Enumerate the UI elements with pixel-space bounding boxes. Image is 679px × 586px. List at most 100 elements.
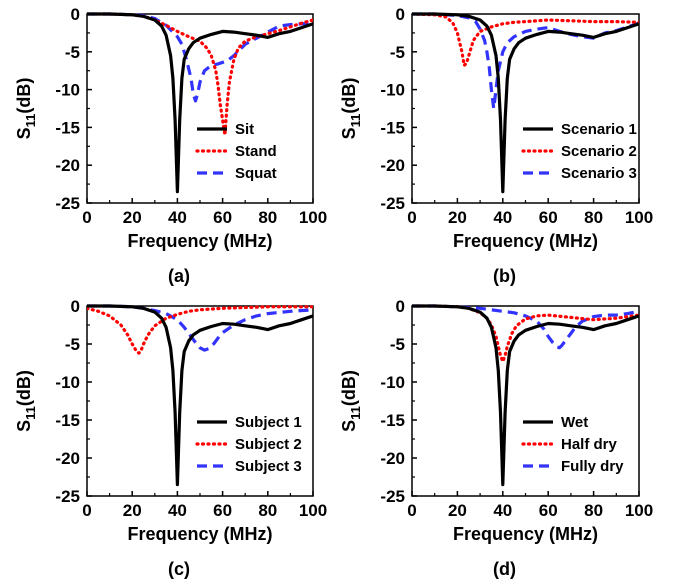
series-line-dashed — [412, 12, 639, 111]
y-tick-label: -5 — [65, 335, 80, 354]
y-axis-title: S11(dB) — [14, 78, 38, 140]
x-tick-label: 40 — [493, 501, 512, 520]
x-tick-label: 0 — [82, 501, 91, 520]
series-line-dotted — [412, 12, 639, 67]
x-tick-label: 0 — [407, 208, 416, 227]
x-tick-label: 20 — [123, 501, 142, 520]
y-axis-title-subscript: 11 — [23, 406, 38, 420]
x-axis-title: Frequency (MHz) — [127, 524, 272, 544]
y-tick-label: 0 — [71, 5, 80, 24]
y-axis-title: S11(dB) — [14, 370, 38, 432]
y-axis-title-subscript: 11 — [348, 406, 363, 420]
x-axis-title: Frequency (MHz) — [453, 524, 598, 544]
series-line-dashed — [412, 304, 639, 350]
chart-panel-3: 0 20 40 60 80 100 0 -5 -10 -15 -20 -25 Frequency (MH… — [14, 297, 327, 579]
x-tick-label: 80 — [258, 501, 277, 520]
x-tick-label: 20 — [448, 501, 467, 520]
y-tick-label: -10 — [380, 373, 405, 392]
chart-panel-4: 0 20 40 60 80 100 0 -5 -10 -15 -20 -25 Frequency (MH… — [339, 297, 653, 579]
x-tick-label: 40 — [168, 208, 187, 227]
chart-panel-2: 0 20 40 60 80 100 0 -5 -10 -15 -20 -25 Frequency (MH… — [339, 5, 653, 286]
x-tick-label: 100 — [625, 208, 653, 227]
y-tick-label: 0 — [396, 297, 405, 316]
legend-label: Wet — [561, 414, 588, 431]
y-tick-label: -25 — [380, 194, 405, 213]
y-axis-title-subscript: 11 — [23, 114, 38, 128]
y-axis-title-main: S — [14, 127, 34, 139]
y-tick-label: 0 — [396, 5, 405, 24]
x-tick-label: 40 — [493, 208, 512, 227]
y-tick-label: -20 — [380, 156, 405, 175]
x-tick-label: 60 — [539, 208, 558, 227]
legend-label: Sit — [235, 121, 254, 138]
x-axis-title: Frequency (MHz) — [127, 231, 272, 251]
y-tick-label: -25 — [55, 487, 80, 506]
series-line-solid — [412, 304, 639, 487]
y-tick-label: -20 — [55, 449, 80, 468]
y-axis-title-unit: (dB) — [14, 370, 34, 406]
y-tick-label: -10 — [380, 81, 405, 100]
x-tick-label: 80 — [584, 208, 603, 227]
y-axis-title-main: S — [14, 420, 34, 432]
x-tick-label: 60 — [213, 208, 232, 227]
y-tick-label: -5 — [390, 335, 405, 354]
y-axis-title: S11(dB) — [339, 78, 363, 140]
x-tick-label: 0 — [82, 208, 91, 227]
y-tick-label: -5 — [65, 43, 80, 62]
y-tick-label: -25 — [55, 194, 80, 213]
x-tick-label: 0 — [407, 501, 416, 520]
series-line-solid — [412, 12, 639, 194]
legend-label: Half dry — [561, 436, 618, 453]
x-axis-title: Frequency (MHz) — [453, 231, 598, 251]
legend-label: Scenario 1 — [561, 121, 637, 138]
y-tick-label: -10 — [55, 373, 80, 392]
legend-label: Scenario 2 — [561, 143, 637, 160]
panel-label: (d) — [493, 559, 516, 579]
chart-panel-1: 0 20 40 60 80 100 0 -5 -10 -15 -20 -25 Frequency (MH… — [14, 5, 327, 286]
x-tick-label: 100 — [299, 208, 327, 227]
y-axis-title: S11(dB) — [339, 370, 363, 432]
panel-label: (c) — [168, 559, 190, 579]
panel-label: (a) — [168, 266, 190, 286]
y-tick-label: -20 — [380, 449, 405, 468]
x-tick-label: 100 — [299, 501, 327, 520]
legend-label: Squat — [235, 165, 277, 182]
y-axis-title-unit: (dB) — [339, 370, 359, 406]
y-axis-title-main: S — [339, 127, 359, 139]
x-tick-label: 20 — [123, 208, 142, 227]
x-tick-label: 60 — [539, 501, 558, 520]
y-axis-title-main: S — [339, 420, 359, 432]
legend-label: Fully dry — [561, 458, 624, 475]
y-axis-title-unit: (dB) — [14, 78, 34, 114]
legend-label: Stand — [235, 143, 277, 160]
y-tick-label: -15 — [380, 411, 405, 430]
y-tick-label: -20 — [55, 156, 80, 175]
x-tick-label: 20 — [448, 208, 467, 227]
y-tick-label: -5 — [390, 43, 405, 62]
plot-frame — [86, 13, 314, 204]
x-tick-label: 80 — [258, 208, 277, 227]
series-line-dashed — [87, 12, 313, 103]
y-tick-label: -15 — [55, 411, 80, 430]
x-tick-label: 40 — [168, 501, 187, 520]
series-line-dashed — [87, 304, 313, 352]
y-tick-label: -15 — [55, 118, 80, 137]
y-tick-label: -25 — [380, 487, 405, 506]
legend-label: Subject 2 — [235, 436, 302, 453]
panel-label: (b) — [493, 266, 516, 286]
x-tick-label: 100 — [625, 501, 653, 520]
y-tick-label: 0 — [71, 297, 80, 316]
series-line-dotted — [87, 305, 313, 355]
legend-label: Scenario 3 — [561, 165, 637, 182]
y-tick-label: -15 — [380, 118, 405, 137]
y-tick-label: -10 — [55, 81, 80, 100]
x-tick-label: 60 — [213, 501, 232, 520]
series-line-solid — [87, 304, 313, 487]
y-axis-title-subscript: 11 — [348, 114, 363, 128]
legend-label: Subject 1 — [235, 414, 302, 431]
x-tick-label: 80 — [584, 501, 603, 520]
y-axis-title-unit: (dB) — [339, 78, 359, 114]
legend-label: Subject 3 — [235, 458, 302, 475]
series-line-solid — [87, 12, 313, 194]
